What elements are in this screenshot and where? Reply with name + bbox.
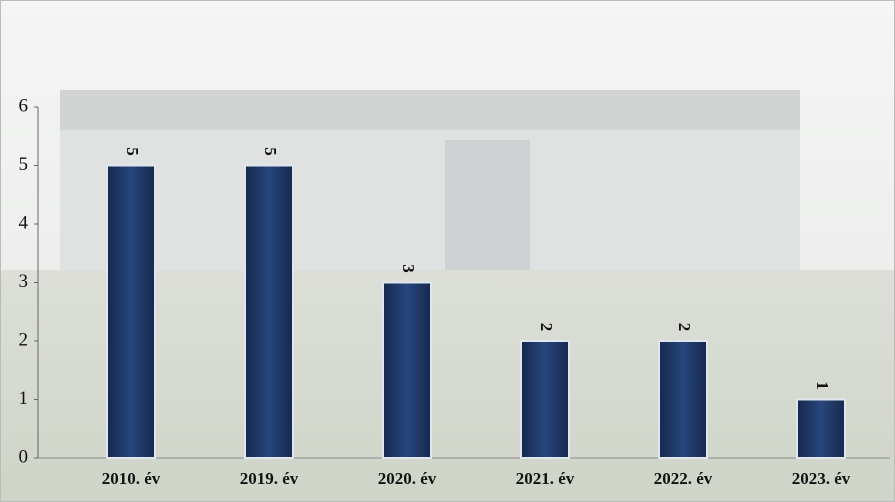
x-tick-label: 2020. év: [378, 469, 437, 488]
y-tick-label: 4: [19, 212, 29, 233]
bar: [796, 398, 846, 459]
y-tick-label: 5: [19, 154, 29, 175]
y-tick-label: 3: [19, 271, 29, 292]
value-label: 1: [813, 381, 832, 390]
value-label: 2: [537, 323, 556, 332]
value-label: 2: [675, 323, 694, 332]
bar: [520, 340, 570, 459]
y-tick-label: 2: [19, 329, 29, 350]
y-tick-label: 1: [19, 388, 29, 409]
value-label: 5: [261, 147, 280, 156]
bar: [244, 164, 294, 459]
bar: [658, 340, 708, 459]
building-entrance: [445, 140, 530, 270]
x-tick-label: 2019. év: [240, 469, 299, 488]
y-tick-label: 6: [19, 95, 29, 116]
building-roof: [60, 90, 800, 130]
x-tick-label: 2010. év: [102, 469, 161, 488]
x-tick-label: 2023. év: [792, 469, 851, 488]
value-label: 5: [123, 147, 142, 156]
bar: [382, 281, 432, 459]
value-label: 3: [399, 264, 418, 273]
bar: [106, 164, 156, 459]
x-tick-label: 2021. év: [516, 469, 575, 488]
x-tick-label: 2022. év: [654, 469, 713, 488]
y-tick-label: 0: [19, 446, 29, 467]
